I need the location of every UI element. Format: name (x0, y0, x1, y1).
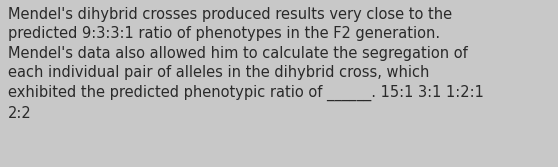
Text: Mendel's dihybrid crosses produced results very close to the
predicted 9:3:3:1 r: Mendel's dihybrid crosses produced resul… (8, 7, 484, 121)
